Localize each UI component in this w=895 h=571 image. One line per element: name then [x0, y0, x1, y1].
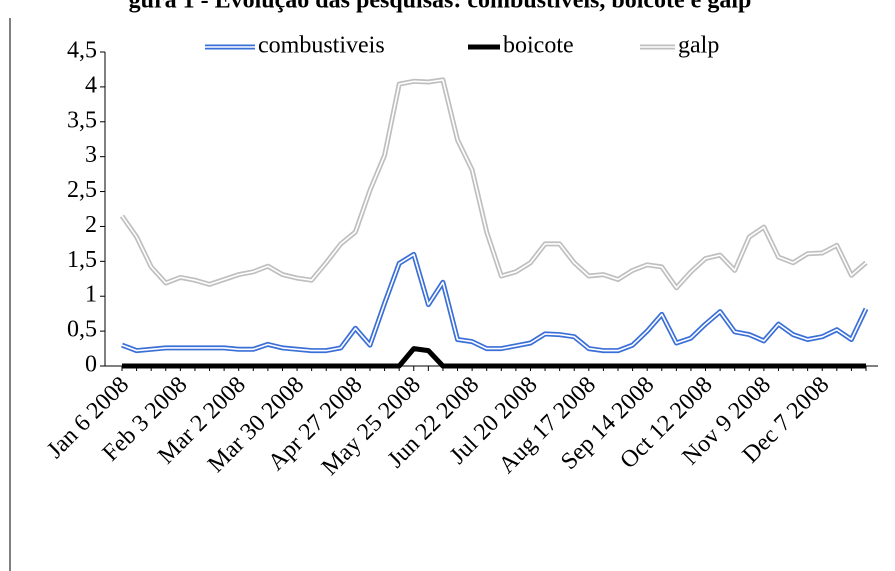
y-tick-label: 3,5 [67, 107, 97, 133]
series-line-inner [121, 253, 867, 352]
y-tick-label: 0,5 [67, 317, 97, 343]
y-tick-label: 2 [85, 212, 97, 238]
legend-label: combustiveis [258, 33, 385, 59]
y-tick-label: 4 [85, 72, 97, 98]
chart-title: gura 1 - Evolução das pesquisas: combust… [129, 0, 752, 14]
y-tick-label: 1 [85, 282, 97, 308]
y-tick-label: 0 [85, 352, 97, 378]
series-line [122, 346, 866, 369]
y-tick-label: 2,5 [67, 177, 97, 203]
legend-label: galp [678, 33, 719, 59]
series-line-inner [121, 79, 867, 289]
legend-label: boicote [503, 33, 574, 59]
y-tick-label: 3 [85, 142, 97, 168]
y-tick-label: 4,5 [67, 38, 97, 64]
y-tick-label: 1,5 [67, 247, 97, 273]
